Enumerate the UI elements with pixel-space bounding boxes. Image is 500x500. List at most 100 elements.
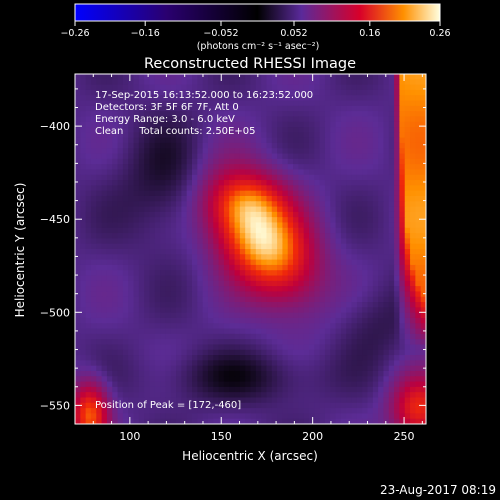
heatmap-cell	[90, 74, 97, 80]
heatmap-cell	[362, 132, 368, 139]
heatmap-cell	[176, 397, 182, 404]
heatmap-cell	[218, 259, 225, 266]
heatmap-cell	[330, 227, 337, 234]
heatmap-cell	[367, 355, 374, 361]
heatmap-cell	[181, 355, 188, 361]
heatmap-cell	[192, 158, 198, 165]
heatmap-cell	[394, 408, 400, 414]
heatmap-cell	[356, 349, 363, 356]
heatmap-cell	[319, 185, 326, 192]
footer-date: 23-Aug-2017 08:19	[380, 483, 496, 497]
heatmap-cell	[324, 95, 331, 102]
heatmap-cell	[176, 222, 182, 229]
heatmap-cell	[106, 280, 113, 287]
heatmap-cell	[202, 190, 209, 197]
y-tick-label: −450	[40, 213, 70, 226]
heatmap-cell	[176, 360, 182, 367]
heatmap-cell	[356, 376, 363, 383]
heatmap-cell	[261, 259, 267, 266]
heatmap-cell	[362, 111, 368, 117]
heatmap-cell	[410, 217, 416, 223]
heatmap-cell	[271, 185, 278, 192]
heatmap-cell	[250, 195, 257, 202]
heatmap-cell	[160, 116, 166, 123]
heatmap-cell	[293, 328, 299, 335]
heatmap-cell	[112, 158, 119, 165]
heatmap-cell	[128, 222, 134, 229]
heatmap-cell	[282, 381, 289, 388]
heatmap-cell	[192, 397, 198, 404]
x-tick-label: 200	[302, 430, 323, 443]
heatmap-cell	[197, 190, 204, 197]
heatmap-cell	[372, 339, 379, 345]
heatmap-cell	[319, 238, 326, 245]
heatmap-cell	[133, 195, 140, 202]
heatmap-cell	[367, 116, 374, 123]
heatmap-cell	[266, 402, 273, 409]
heatmap-cell	[223, 89, 230, 96]
heatmap-cell	[309, 79, 315, 86]
heatmap-cell	[330, 222, 337, 229]
heatmap-cell	[202, 142, 209, 149]
heatmap-cell	[85, 402, 92, 409]
heatmap-cell	[133, 238, 140, 245]
heatmap-cell	[356, 211, 363, 218]
heatmap-cell	[192, 344, 198, 351]
heatmap-cell	[186, 238, 193, 245]
heatmap-cell	[415, 74, 422, 80]
heatmap-cell	[319, 142, 326, 149]
heatmap-cell	[101, 360, 108, 367]
heatmap-cell	[218, 132, 225, 139]
heatmap-cell	[149, 333, 156, 340]
heatmap-cell	[117, 190, 124, 197]
heatmap-cell	[144, 355, 150, 361]
heatmap-cell	[293, 413, 299, 420]
heatmap-cell	[362, 286, 368, 292]
heatmap-cell	[192, 227, 198, 234]
heatmap-cell	[378, 79, 384, 86]
heatmap-cell	[394, 211, 400, 218]
heatmap-cell	[202, 227, 209, 234]
heatmap-cell	[298, 174, 305, 181]
heatmap-cell	[96, 360, 103, 367]
heatmap-cell	[106, 105, 113, 112]
heatmap-cell	[117, 100, 124, 107]
heatmap-cell	[351, 312, 358, 319]
heatmap-cell	[271, 249, 278, 255]
heatmap-cell	[362, 233, 368, 239]
heatmap-cell	[282, 121, 289, 128]
heatmap-cell	[181, 312, 188, 319]
heatmap-cell	[128, 79, 134, 86]
heatmap-cell	[234, 111, 241, 117]
heatmap-cell	[197, 296, 204, 303]
heatmap-cell	[165, 418, 172, 425]
heatmap-cell	[415, 286, 422, 292]
heatmap-cell	[330, 153, 337, 160]
heatmap-cell	[250, 312, 257, 319]
heatmap-cell	[149, 190, 156, 197]
heatmap-cell	[186, 169, 193, 176]
heatmap-cell	[112, 264, 119, 271]
heatmap-cell	[314, 317, 321, 324]
heatmap-cell	[367, 89, 374, 96]
heatmap-cell	[75, 227, 81, 234]
heatmap-cell	[298, 180, 305, 186]
heatmap-cell	[101, 206, 108, 213]
heatmap-cell	[213, 386, 220, 393]
heatmap-cell	[271, 280, 278, 287]
heatmap-cell	[410, 344, 416, 351]
heatmap-cell	[394, 312, 400, 319]
heatmap-cell	[213, 408, 220, 414]
heatmap-cell	[80, 302, 87, 308]
heatmap-cell	[277, 105, 283, 112]
heatmap-cell	[112, 312, 119, 319]
heatmap-cell	[319, 132, 326, 139]
heatmap-cell	[340, 286, 347, 292]
heatmap-cell	[181, 105, 188, 112]
heatmap-cell	[245, 233, 251, 239]
heatmap-cell	[287, 217, 294, 223]
heatmap-cell	[202, 249, 209, 255]
heatmap-cell	[165, 153, 172, 160]
heatmap-cell	[271, 270, 278, 277]
heatmap-cell	[287, 222, 294, 229]
